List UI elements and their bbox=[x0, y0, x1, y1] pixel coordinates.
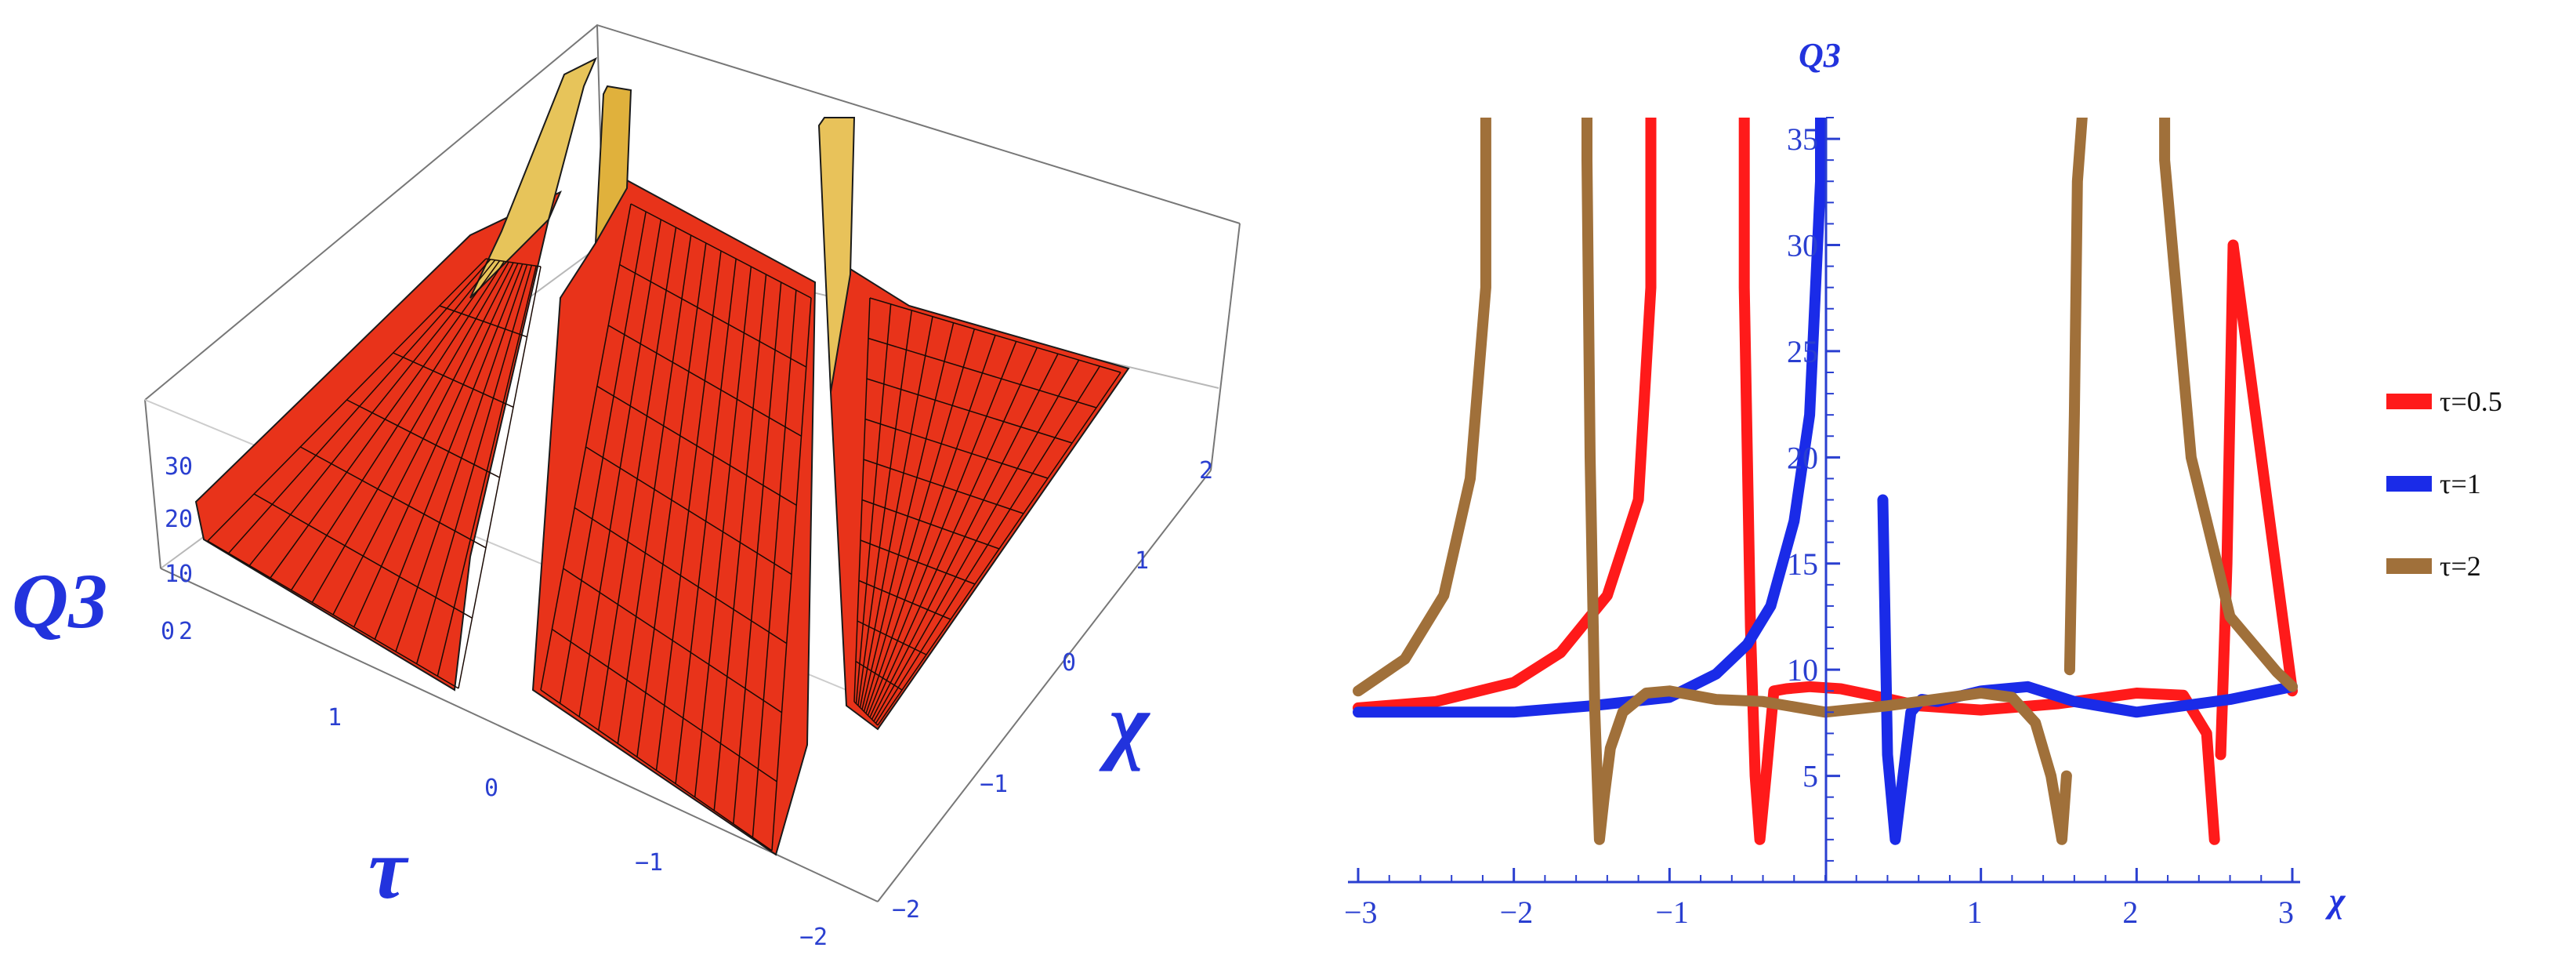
legend-label: τ=2 bbox=[2440, 550, 2481, 582]
tau-tick-label: 2 bbox=[179, 618, 193, 645]
surface-sheet-left-ridge bbox=[469, 56, 597, 299]
series-line bbox=[2215, 239, 2298, 761]
chi-axis-label: χ bbox=[1099, 676, 1150, 772]
series-line bbox=[1353, 118, 1491, 697]
surface-sheet-middle-ridge bbox=[595, 85, 632, 244]
z-tick-label: 20 bbox=[165, 506, 193, 533]
series-line bbox=[1353, 118, 1826, 718]
tau-tick-label: −1 bbox=[635, 849, 663, 877]
x-axis-label: χ bbox=[2324, 881, 2346, 920]
y-axis-label: Q3 bbox=[1799, 36, 1841, 74]
legend-label: τ=1 bbox=[2440, 468, 2481, 499]
series-line bbox=[2063, 118, 2088, 676]
series-line bbox=[1353, 118, 1657, 713]
chi-tick-label: 2 bbox=[1199, 457, 1213, 485]
z-axis-ticks: 30 20 10 0 bbox=[161, 453, 193, 645]
y-tick-label: 20 bbox=[1787, 440, 1818, 475]
y-tick-label: 5 bbox=[1802, 759, 1818, 794]
surface-sheet-middle bbox=[531, 179, 817, 856]
legend: τ=0.5 τ=1 τ=2 bbox=[2386, 386, 2502, 582]
y-tick-label: 25 bbox=[1787, 334, 1818, 369]
y-tick-label: 35 bbox=[1787, 122, 1818, 157]
z-tick-label: 10 bbox=[165, 561, 193, 588]
surface-mesh bbox=[207, 203, 1121, 851]
y-tick-label: 15 bbox=[1787, 546, 1818, 582]
tau-axis-ticks: 2 1 0 −1 −2 bbox=[179, 618, 828, 951]
y-axis-ticks: 5 10 15 20 25 30 35 bbox=[1787, 117, 1840, 862]
series-line bbox=[1581, 118, 2072, 845]
z-tick-label: 30 bbox=[165, 453, 193, 481]
legend-label: τ=0.5 bbox=[2440, 386, 2502, 417]
tau-tick-label: 0 bbox=[484, 775, 498, 802]
chi-tick-label: −2 bbox=[892, 896, 920, 924]
z-tick-label: 0 bbox=[161, 618, 175, 645]
x-tick-label: 3 bbox=[2278, 895, 2294, 930]
surface-sheets bbox=[194, 56, 1130, 856]
z-axis-label: Q3 bbox=[12, 557, 107, 644]
surface-sheet-right-ridge bbox=[817, 117, 856, 393]
series-line bbox=[2159, 118, 2298, 692]
chi-axis-ticks: 2 1 0 −1 −2 bbox=[892, 457, 1213, 924]
chi-tick-label: 0 bbox=[1062, 649, 1076, 677]
x-tick-label: −3 bbox=[1344, 895, 1378, 930]
y-tick-label: 30 bbox=[1787, 228, 1818, 263]
chi-tick-label: −1 bbox=[980, 771, 1008, 798]
surface-3d-chart: 30 20 10 0 2 1 0 −1 −2 2 1 0 −1 −2 Q3 τ … bbox=[12, 24, 1241, 951]
x-tick-label: 1 bbox=[1967, 895, 1983, 930]
x-axis-ticks: −3 −2 −1 1 2 3 bbox=[1344, 868, 2294, 930]
tau-tick-label: −2 bbox=[799, 924, 828, 951]
x-tick-label: −1 bbox=[1655, 895, 1689, 930]
x-tick-label: 2 bbox=[2122, 895, 2138, 930]
chi-tick-label: 1 bbox=[1135, 547, 1149, 575]
tau-axis-label: τ bbox=[368, 821, 409, 917]
tau-tick-label: 1 bbox=[328, 704, 342, 732]
x-tick-label: −2 bbox=[1500, 895, 1534, 930]
line-chart: −3 −2 −1 1 2 3 5 10 15 20 25 30 35 Q3 χ τ=0.5 τ=1 τ=2 bbox=[1344, 36, 2502, 930]
y-tick-label: 10 bbox=[1787, 652, 1818, 688]
